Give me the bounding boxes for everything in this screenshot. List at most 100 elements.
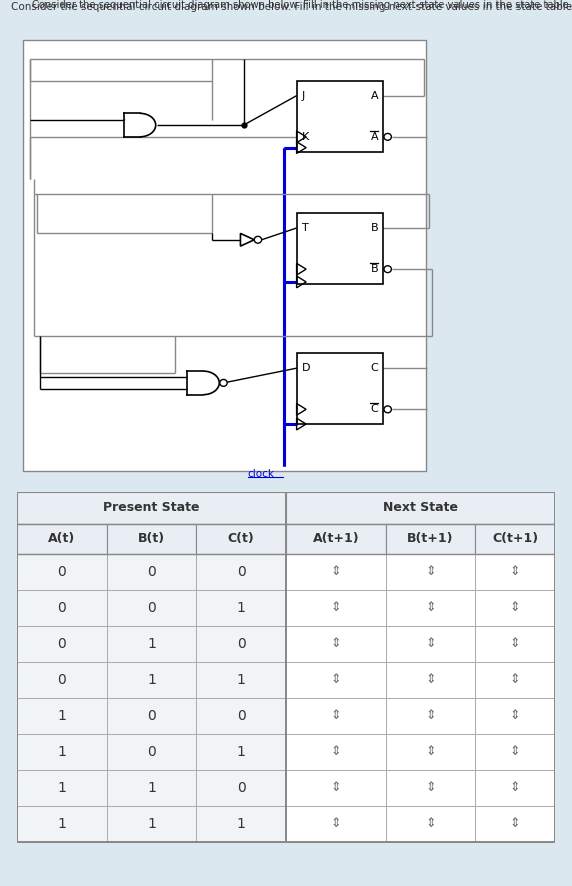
- Bar: [386, 805, 475, 842]
- Circle shape: [384, 134, 391, 140]
- Text: Next State: Next State: [383, 501, 458, 514]
- Bar: [196, 805, 286, 842]
- Bar: [196, 590, 286, 626]
- Text: 0: 0: [147, 709, 156, 723]
- Bar: [475, 524, 555, 554]
- Text: 1: 1: [58, 781, 66, 795]
- Text: 0: 0: [58, 564, 66, 579]
- Text: 0: 0: [147, 744, 156, 758]
- Bar: [286, 492, 555, 524]
- Bar: [107, 734, 196, 770]
- Bar: [17, 662, 107, 697]
- Circle shape: [384, 406, 391, 413]
- Circle shape: [384, 266, 391, 273]
- Bar: [107, 590, 196, 626]
- Circle shape: [254, 237, 261, 243]
- Text: ⇕: ⇕: [331, 781, 341, 794]
- Text: ⇕: ⇕: [425, 745, 436, 758]
- Bar: [107, 524, 196, 554]
- Text: ⇕: ⇕: [331, 637, 341, 650]
- Text: A(t+1): A(t+1): [312, 532, 359, 545]
- Bar: [196, 770, 286, 805]
- Bar: [286, 590, 386, 626]
- Circle shape: [220, 379, 227, 386]
- Bar: [17, 697, 107, 734]
- Bar: [475, 554, 555, 590]
- Bar: [475, 734, 555, 770]
- Text: C(t): C(t): [228, 532, 255, 545]
- Text: C: C: [371, 404, 378, 415]
- Text: ⇕: ⇕: [510, 602, 521, 614]
- Bar: [297, 354, 383, 424]
- Bar: [17, 734, 107, 770]
- Bar: [286, 770, 386, 805]
- Text: 0: 0: [237, 781, 245, 795]
- Bar: [475, 770, 555, 805]
- Bar: [23, 40, 426, 471]
- Text: 1: 1: [58, 709, 66, 723]
- Bar: [475, 662, 555, 697]
- Text: ⇕: ⇕: [510, 817, 521, 830]
- Bar: [286, 734, 386, 770]
- Text: 1: 1: [147, 637, 156, 650]
- Bar: [196, 697, 286, 734]
- Bar: [17, 626, 107, 662]
- Text: ⇕: ⇕: [331, 709, 341, 722]
- Bar: [286, 662, 386, 697]
- Text: Consider the sequential circuit diagram shown below. Fill in the missing next-st: Consider the sequential circuit diagram …: [32, 0, 572, 11]
- Text: B: B: [371, 264, 378, 274]
- Text: ⇕: ⇕: [425, 709, 436, 722]
- Text: ⇕: ⇕: [331, 745, 341, 758]
- Text: 0: 0: [58, 672, 66, 687]
- Text: ⇕: ⇕: [425, 817, 436, 830]
- Bar: [17, 805, 107, 842]
- Text: B: B: [371, 223, 378, 233]
- Bar: [286, 697, 386, 734]
- Text: 1: 1: [58, 744, 66, 758]
- Bar: [17, 492, 555, 842]
- Bar: [475, 697, 555, 734]
- Bar: [286, 554, 386, 590]
- Text: K: K: [302, 132, 309, 142]
- Text: A: A: [371, 90, 378, 101]
- Text: ⇕: ⇕: [331, 817, 341, 830]
- Text: Consider the sequential circuit diagram shown below. Fill in the missing next-st: Consider the sequential circuit diagram …: [11, 2, 572, 12]
- Text: 1: 1: [237, 672, 245, 687]
- Bar: [17, 770, 107, 805]
- Text: ⇕: ⇕: [510, 745, 521, 758]
- Bar: [386, 590, 475, 626]
- Text: 0: 0: [147, 564, 156, 579]
- Text: A: A: [371, 132, 378, 142]
- Bar: [386, 734, 475, 770]
- Text: 0: 0: [237, 709, 245, 723]
- Text: 1: 1: [237, 601, 245, 615]
- Text: ⇕: ⇕: [510, 709, 521, 722]
- Text: ⇕: ⇕: [331, 602, 341, 614]
- Text: D: D: [302, 363, 311, 373]
- Text: A(t): A(t): [49, 532, 76, 545]
- Text: 1: 1: [147, 781, 156, 795]
- Bar: [17, 524, 107, 554]
- Text: T: T: [302, 223, 309, 233]
- Text: J: J: [302, 90, 305, 101]
- Text: ⇕: ⇕: [510, 637, 521, 650]
- Bar: [17, 492, 286, 524]
- Bar: [17, 590, 107, 626]
- Bar: [196, 662, 286, 697]
- Bar: [107, 697, 196, 734]
- Text: ⇕: ⇕: [331, 565, 341, 579]
- Bar: [196, 626, 286, 662]
- Bar: [386, 524, 475, 554]
- Bar: [386, 626, 475, 662]
- Text: 1: 1: [237, 817, 245, 830]
- Bar: [107, 554, 196, 590]
- Bar: [196, 554, 286, 590]
- Bar: [286, 524, 386, 554]
- Bar: [386, 697, 475, 734]
- Bar: [386, 554, 475, 590]
- Text: ⇕: ⇕: [510, 673, 521, 686]
- Text: ⇕: ⇕: [510, 781, 521, 794]
- Text: 0: 0: [58, 637, 66, 650]
- Text: ⇕: ⇕: [425, 565, 436, 579]
- Text: 1: 1: [237, 744, 245, 758]
